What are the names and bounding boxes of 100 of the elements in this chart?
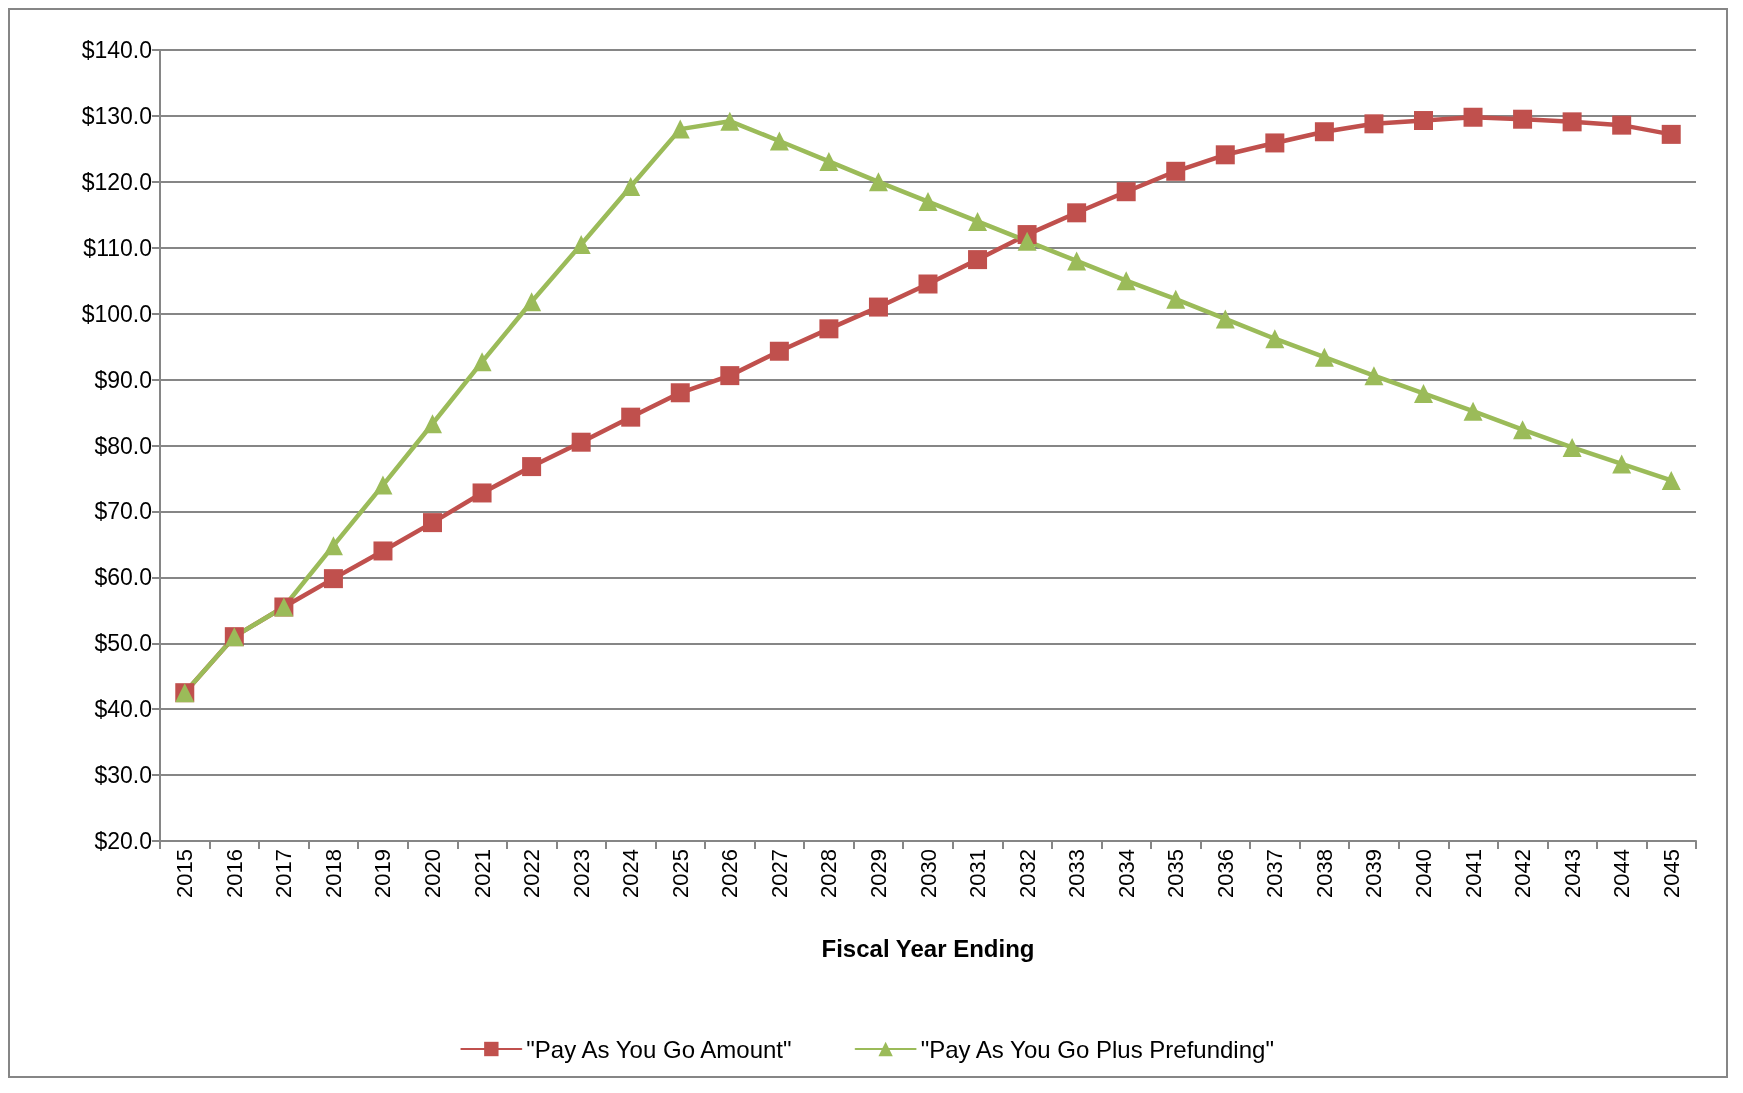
x-tick-label: 2038 [1311, 849, 1337, 898]
x-tick-label: 2015 [172, 849, 198, 898]
point [918, 274, 938, 294]
legend-label: "Pay As You Go Amount" [526, 1035, 792, 1063]
x-tick-label: 2042 [1510, 849, 1536, 898]
point [1661, 124, 1681, 144]
point [769, 341, 789, 361]
point [1612, 454, 1632, 474]
x-tick-label: 2025 [667, 849, 693, 898]
point [423, 513, 443, 533]
point [1314, 122, 1334, 142]
point [918, 192, 938, 212]
x-tick-label: 2018 [320, 849, 346, 898]
point [1463, 107, 1483, 127]
x-tick-label: 2041 [1460, 849, 1486, 898]
point [323, 569, 343, 589]
point [1017, 231, 1037, 251]
point [868, 172, 888, 192]
x-tick-label: 2020 [420, 849, 446, 898]
point [968, 211, 988, 231]
point [1413, 111, 1433, 131]
y-tick-label: $80.0 [94, 432, 152, 459]
x-axis-title: Fiscal Year Ending [821, 934, 1035, 962]
point [1116, 182, 1136, 202]
point [472, 352, 492, 372]
point [1265, 329, 1285, 349]
point [670, 119, 690, 139]
x-tick-label: 2028 [816, 849, 842, 898]
x-tick-label: 2040 [1410, 849, 1436, 898]
y-tick-label: $140.0 [81, 37, 152, 63]
y-tick-label: $20.0 [94, 828, 152, 854]
point [720, 366, 740, 386]
point [1215, 145, 1235, 165]
point [1314, 347, 1334, 367]
x-tick-label: 2035 [1163, 849, 1189, 898]
point [472, 483, 492, 503]
x-tick-label: 2021 [469, 849, 495, 898]
y-tick-label: $60.0 [94, 564, 152, 591]
point [1166, 289, 1186, 309]
point [1562, 437, 1582, 457]
point [1364, 114, 1384, 134]
x-tick-label: 2022 [519, 849, 545, 898]
x-tick-label: 2023 [568, 849, 594, 898]
x-tick-label: 2017 [271, 849, 297, 898]
point [1463, 401, 1483, 421]
x-tick-label: 2031 [965, 849, 991, 898]
x-tick-label: 2029 [865, 849, 891, 898]
x-tick-label: 2045 [1658, 849, 1684, 898]
point [819, 319, 839, 339]
point [968, 250, 988, 270]
y-tick-label: $120.0 [81, 168, 152, 195]
point [323, 536, 343, 556]
y-tick-label: $70.0 [94, 498, 152, 525]
x-tick-label: 2039 [1361, 849, 1387, 898]
point [1067, 203, 1087, 223]
point [1067, 251, 1087, 271]
point [1265, 133, 1285, 153]
point [720, 111, 740, 131]
x-tick-label: 2036 [1212, 849, 1238, 898]
point [1364, 366, 1384, 386]
legend-label: "Pay As You Go Plus Prefunding" [920, 1035, 1274, 1063]
point [1661, 470, 1681, 490]
x-tick-label: 2030 [915, 849, 941, 898]
x-tick-label: 2033 [1064, 849, 1090, 898]
x-tick-label: 2037 [1262, 849, 1288, 898]
point [571, 234, 591, 254]
y-tick-label: $110.0 [83, 234, 152, 261]
point [1513, 420, 1533, 440]
point [373, 475, 393, 495]
point [1413, 383, 1433, 403]
y-tick-label: $130.0 [81, 102, 152, 129]
point [423, 414, 443, 434]
x-tick-label: 2044 [1609, 849, 1635, 898]
point [1166, 161, 1186, 181]
y-tick-label: $30.0 [94, 762, 152, 789]
point [522, 457, 542, 477]
x-tick-label: 2043 [1559, 849, 1585, 898]
point [571, 432, 591, 452]
y-tick-label: $100.0 [81, 300, 152, 327]
point [1116, 271, 1136, 291]
point [621, 407, 641, 427]
x-tick-label: 2026 [717, 849, 743, 898]
point [1215, 309, 1235, 329]
point [1562, 112, 1582, 132]
y-tick-label: $40.0 [94, 696, 152, 723]
point [819, 151, 839, 171]
point [373, 541, 393, 561]
x-tick-label: 2024 [618, 849, 644, 898]
x-tick-label: 2016 [221, 849, 247, 898]
point [670, 383, 690, 403]
point [1612, 115, 1632, 135]
point [769, 131, 789, 151]
point [1513, 109, 1533, 129]
x-tick-label: 2034 [1113, 849, 1139, 898]
y-tick-label: $90.0 [94, 366, 152, 393]
point [621, 176, 641, 196]
x-tick-label: 2019 [370, 849, 396, 898]
x-tick-label: 2027 [766, 849, 792, 898]
y-tick-label: $50.0 [94, 630, 152, 657]
point [522, 292, 542, 312]
